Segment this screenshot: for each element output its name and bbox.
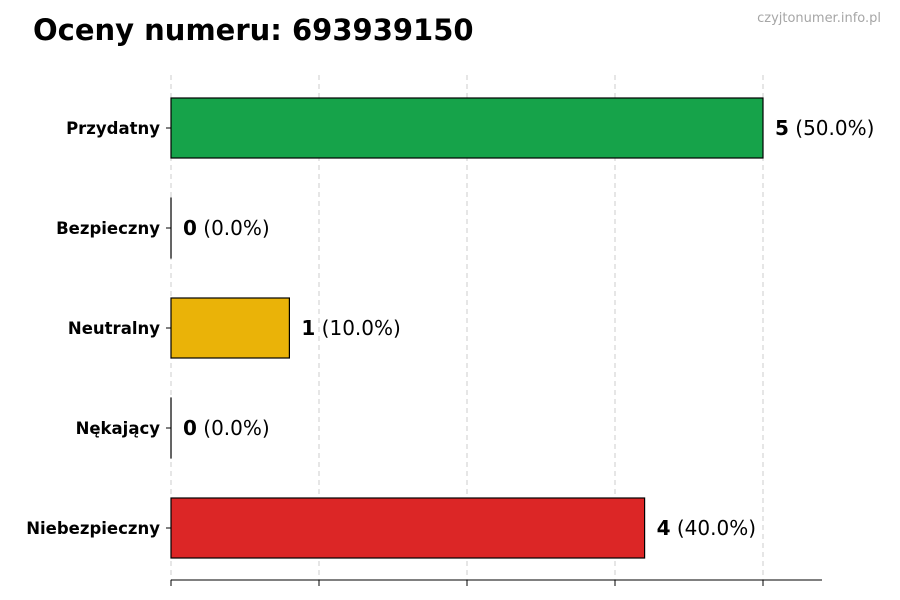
value-count-3: 0 [183,416,197,440]
site-watermark: czyjtonumer.info.pl [757,11,881,26]
axes [166,127,822,586]
value-percent-2: (10.0%) [315,316,401,340]
value-count-0: 5 [775,116,789,140]
bar-2 [170,297,291,359]
value-count-4: 4 [657,516,671,540]
category-label-1: Bezpieczny [56,219,160,238]
value-count-1: 0 [183,216,197,240]
value-count-2: 1 [301,316,315,340]
bar-0 [170,97,764,159]
category-label-2: Neutralny [68,319,160,338]
bars [170,97,764,559]
category-labels: Przydatny Bezpieczny Neutralny Nękający Nieb… [26,119,160,538]
value-percent-3: (0.0%) [197,416,270,440]
value-percent-0: (50.0%) [789,116,875,140]
value-label-3: 0 (0.0%) [183,416,270,440]
value-label-1: 0 (0.0%) [183,216,270,240]
chart-title: Oceny numeru: 693939150 [33,13,474,47]
value-percent-4: (40.0%) [671,516,757,540]
value-label-2: 1 (10.0%) [301,316,400,340]
bar-4 [170,497,646,559]
value-labels: 5 (50.0%) 0 (0.0%) 1 (10.0%) 0 (0.0%) 4 (40.… [183,116,874,540]
category-label-4: Niebezpieczny [26,519,160,538]
value-percent-1: (0.0%) [197,216,270,240]
value-label-4: 4 (40.0%) [657,516,756,540]
value-label-0: 5 (50.0%) [775,116,874,140]
category-label-0: Przydatny [66,119,160,138]
category-label-3: Nękający [76,419,161,438]
